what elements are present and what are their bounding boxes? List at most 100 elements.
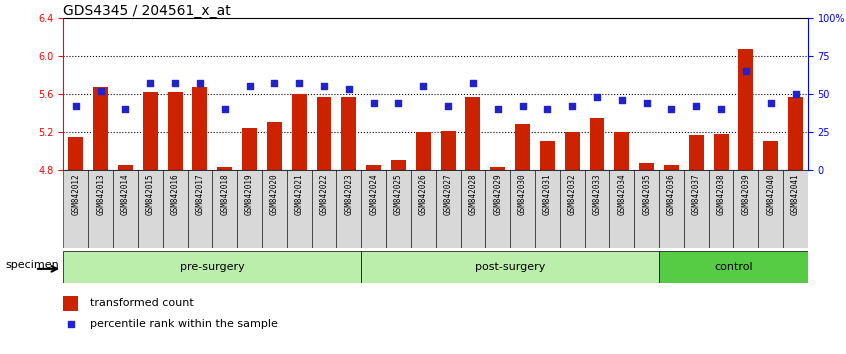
Text: pre-surgery: pre-surgery (180, 262, 244, 272)
Bar (733, 170, 758, 248)
Bar (138, 170, 162, 248)
Bar (486, 170, 510, 248)
Text: GSM842013: GSM842013 (96, 174, 105, 216)
Bar (535, 170, 560, 248)
Bar (510, 170, 535, 248)
Text: GSM842037: GSM842037 (692, 174, 700, 216)
Point (541, 106, 554, 112)
Bar (292, 94, 306, 170)
Text: GSM842038: GSM842038 (717, 174, 726, 216)
Text: GSM842022: GSM842022 (320, 174, 328, 216)
Bar (739, 49, 753, 170)
Bar (287, 170, 311, 248)
Point (218, 106, 232, 112)
Bar (337, 170, 361, 248)
Point (788, 91, 802, 97)
Bar (361, 170, 386, 248)
Bar (640, 163, 654, 170)
Text: GSM842034: GSM842034 (618, 174, 626, 216)
Bar (237, 170, 262, 248)
Bar (515, 124, 530, 170)
Bar (465, 97, 481, 170)
Text: GSM842030: GSM842030 (518, 174, 527, 216)
Text: GSM842016: GSM842016 (171, 174, 179, 216)
Text: GSM842021: GSM842021 (294, 174, 304, 216)
Bar (168, 92, 183, 170)
Bar (634, 170, 659, 248)
Bar (217, 167, 232, 170)
Point (714, 106, 728, 112)
Bar (242, 128, 257, 170)
Point (565, 103, 579, 109)
Text: GSM842028: GSM842028 (469, 174, 477, 216)
Point (193, 80, 206, 86)
Bar (262, 170, 287, 248)
Point (491, 106, 504, 112)
Text: percentile rank within the sample: percentile rank within the sample (90, 319, 277, 329)
Text: GSM842029: GSM842029 (493, 174, 503, 216)
Text: GSM842039: GSM842039 (741, 174, 750, 216)
Bar (659, 251, 808, 283)
Text: GSM842023: GSM842023 (344, 174, 354, 216)
Text: GSM842040: GSM842040 (766, 174, 775, 216)
Point (442, 103, 455, 109)
Bar (788, 97, 803, 170)
Point (516, 103, 530, 109)
Text: control: control (714, 262, 753, 272)
Text: GSM842035: GSM842035 (642, 174, 651, 216)
Bar (113, 170, 138, 248)
Bar (560, 170, 585, 248)
Text: GSM842026: GSM842026 (419, 174, 428, 216)
Point (615, 97, 629, 103)
Bar (63, 251, 361, 283)
Bar (441, 131, 455, 170)
Text: GSM842014: GSM842014 (121, 174, 130, 216)
Bar (491, 167, 505, 170)
Bar (540, 141, 555, 170)
Text: GSM842012: GSM842012 (71, 174, 80, 216)
Bar (709, 170, 733, 248)
Text: post-surgery: post-surgery (475, 262, 546, 272)
Bar (162, 170, 188, 248)
Bar (416, 132, 431, 170)
Text: GSM842024: GSM842024 (369, 174, 378, 216)
Point (118, 106, 132, 112)
Bar (361, 251, 659, 283)
Point (293, 80, 306, 86)
Bar (118, 165, 133, 170)
Point (640, 100, 653, 106)
Bar (88, 170, 113, 248)
Text: GSM842020: GSM842020 (270, 174, 279, 216)
Bar (212, 170, 237, 248)
Bar (783, 170, 808, 248)
Point (69, 103, 83, 109)
Bar (565, 132, 580, 170)
Point (416, 83, 430, 89)
Point (739, 68, 753, 74)
Bar (193, 87, 207, 170)
Text: transformed count: transformed count (90, 298, 193, 308)
Text: GSM842025: GSM842025 (394, 174, 403, 216)
Bar (614, 132, 629, 170)
Text: GSM842015: GSM842015 (146, 174, 155, 216)
Point (168, 80, 182, 86)
Point (591, 94, 604, 100)
Point (367, 100, 381, 106)
Bar (366, 165, 381, 170)
Bar (386, 170, 411, 248)
Text: GSM842017: GSM842017 (195, 174, 205, 216)
Bar (460, 170, 486, 248)
Text: GDS4345 / 204561_x_at: GDS4345 / 204561_x_at (63, 4, 231, 18)
Point (64, 321, 78, 327)
Bar (590, 118, 604, 170)
Bar (411, 170, 436, 248)
Bar (143, 92, 157, 170)
Bar (69, 137, 83, 170)
Text: GSM842032: GSM842032 (568, 174, 577, 216)
Text: GSM842027: GSM842027 (443, 174, 453, 216)
Bar (311, 170, 337, 248)
Bar (714, 134, 728, 170)
Point (689, 103, 703, 109)
Bar (391, 160, 406, 170)
Point (665, 106, 678, 112)
